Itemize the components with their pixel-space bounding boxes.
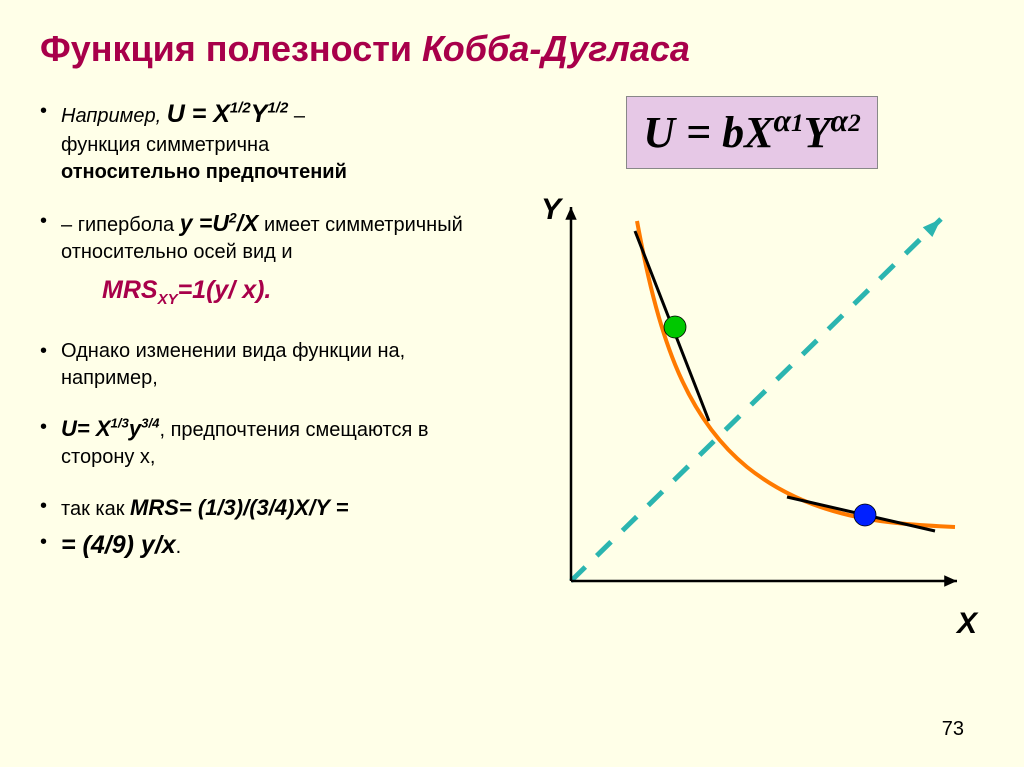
b1-s1: 1/2 (230, 100, 251, 117)
b4s1: 1/3 (111, 415, 129, 430)
right-column: U = bXα1Yα2 Y X (520, 98, 984, 619)
b4b: y (129, 416, 141, 441)
y-axis-label: Y (541, 193, 561, 227)
mrs-rest: =1(y/ x). (178, 276, 272, 304)
b1-lead: Например, (61, 105, 167, 127)
b1-f: относительно предпочтений (61, 161, 347, 183)
content-area: • Например, U = X1/2Y1/2 – функция симме… (40, 98, 984, 619)
b1-e: функция симметрична (61, 134, 269, 156)
b1-s2: 1/2 (267, 100, 288, 117)
b1-u: U = X (167, 100, 230, 128)
chart: Y X (537, 199, 967, 619)
eq-1: 1 (791, 109, 804, 137)
page-number: 73 (942, 718, 964, 741)
b5b: MRS= (1/3)/(3/4)X/Y = (130, 495, 348, 520)
b2-c: /X (237, 210, 259, 236)
b2-b: y =U (180, 210, 229, 236)
left-column: • Например, U = X1/2Y1/2 – функция симме… (40, 98, 500, 619)
b2-sup: 2 (229, 210, 237, 225)
bullet-4: • U= X1/3y3/4, предпочтения смещаются в … (40, 414, 500, 471)
bullet-2: • – гипербола y =U2/X имеет симметричный… (40, 208, 500, 266)
eq-y: Y (804, 108, 831, 157)
slide-title: Функция полезности Кобба-Дугласа (40, 28, 984, 70)
eq-u: U (643, 108, 686, 157)
b5a: так как (61, 498, 130, 520)
title-emph: Кобба-Дугласа (422, 28, 690, 69)
b4s2: 3/4 (141, 415, 159, 430)
mrs-sub: XY (158, 291, 178, 308)
b1-y: Y (251, 100, 268, 128)
chart-svg (537, 199, 967, 609)
mrs-formula: MRSXY=1(y/ x). (102, 276, 500, 308)
b6dot: . (176, 536, 182, 558)
eq-b: bX (711, 108, 773, 157)
eq-2: 2 (848, 109, 861, 137)
b3-txt: Однако изменении вида функции на, наприм… (61, 338, 500, 392)
b2-a: – гипербола (61, 214, 180, 236)
title-plain: Функция полезности (40, 28, 422, 69)
x-axis-label: X (957, 607, 977, 641)
eq-a1: α (773, 103, 791, 138)
b4a: U= X (61, 416, 111, 441)
eq-a2: α (831, 103, 849, 138)
eq-eq: = (686, 108, 711, 157)
b6: = (4/9) y/x (61, 531, 176, 559)
mrs: MRS (102, 276, 158, 304)
bullet-1: • Например, U = X1/2Y1/2 – функция симме… (40, 98, 500, 186)
bullet-5: • так как MRS= (1/3)/(3/4)X/Y = (40, 493, 500, 523)
bullet-3: • Однако изменении вида функции на, напр… (40, 338, 500, 392)
bullet-6: • = (4/9) y/x. (40, 529, 500, 563)
b1-dash: – (288, 105, 305, 127)
equation-box: U = bXα1Yα2 (626, 96, 878, 169)
